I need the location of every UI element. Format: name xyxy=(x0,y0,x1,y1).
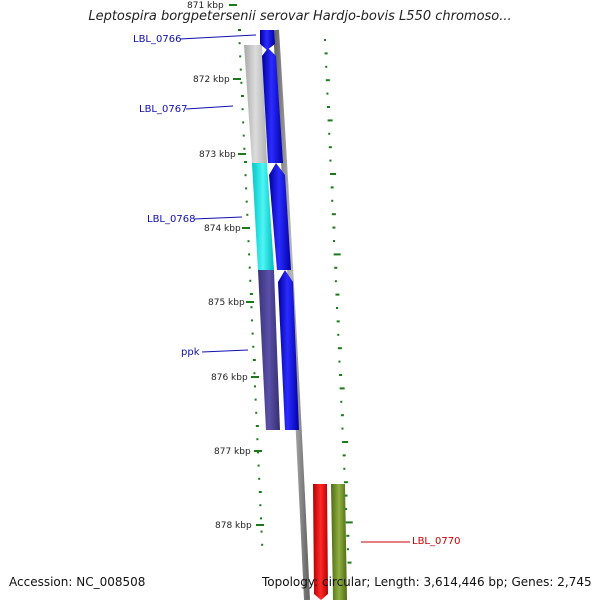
map-title: Leptospira borgpetersenii serovar Hardjo… xyxy=(88,9,512,24)
gene-arrow-lbl-0767[interactable] xyxy=(262,48,283,163)
tick-label: 876 kbp xyxy=(211,373,248,383)
kbp-scale: 871 kbp 872 kbp 873 kbp 874 kbp 875 kbp … xyxy=(187,1,264,531)
gene-label-lbl-0768[interactable]: LBL_0768 xyxy=(147,214,243,225)
tick-label: 875 kbp xyxy=(208,298,245,308)
gene-label-text: LBL_0768 xyxy=(147,214,195,225)
gene-label-lbl-0766[interactable]: LBL_0766 xyxy=(133,34,257,45)
accession-text: Accession: NC_008508 xyxy=(9,575,146,589)
gene-arrow-lbl-0768[interactable] xyxy=(269,163,291,270)
topology-text: Topology: circular; Length: 3,614,446 bp… xyxy=(262,575,592,589)
tick-label: 873 kbp xyxy=(199,150,236,160)
gene-arrow-lbl-0770[interactable] xyxy=(331,484,347,600)
gene-label-text: LBL_0766 xyxy=(133,34,181,45)
gene-arrow-ppk[interactable] xyxy=(278,270,299,430)
tick-label: 874 kbp xyxy=(204,224,241,234)
gene-block-gray[interactable] xyxy=(244,45,267,163)
gene-arrow-red[interactable] xyxy=(313,484,328,600)
gene-label-lbl-0770[interactable]: LBL_0770 xyxy=(361,536,460,547)
gene-label-ppk[interactable]: ppk xyxy=(181,347,249,358)
gene-block-purple[interactable] xyxy=(258,270,280,430)
tick-label: 871 kbp xyxy=(187,1,224,11)
gc-skew-track xyxy=(324,39,353,564)
gene-label-text: LBL_0767 xyxy=(139,104,187,115)
gene-label-text: ppk xyxy=(181,347,200,358)
tick-label: 878 kbp xyxy=(215,521,252,531)
gene-label-lbl-0767[interactable]: LBL_0767 xyxy=(139,104,234,115)
tick-label: 877 kbp xyxy=(214,447,251,457)
tick-label: 872 kbp xyxy=(193,75,230,85)
gc-content-track xyxy=(238,29,264,546)
gene-label-text: LBL_0770 xyxy=(412,536,460,547)
gene-arrow-lbl-0766[interactable] xyxy=(260,30,275,50)
gene-block-cyan[interactable] xyxy=(252,163,274,270)
